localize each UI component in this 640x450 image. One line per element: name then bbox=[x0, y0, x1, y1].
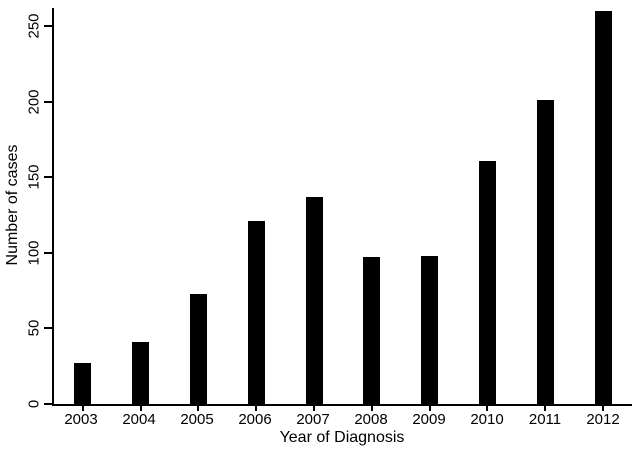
y-tick-label-text-150: 150 bbox=[25, 164, 43, 190]
x-tick-mark-2006 bbox=[255, 406, 258, 411]
y-tick-mark-200 bbox=[44, 100, 52, 103]
x-tick-mark-2008 bbox=[370, 406, 373, 411]
y-tick-label-text-200: 200 bbox=[25, 89, 43, 115]
bar-2006 bbox=[247, 221, 265, 404]
x-tick-mark-2011 bbox=[544, 406, 547, 411]
bar-slot-2003 bbox=[54, 8, 112, 411]
y-tick-label-text-0: 0 bbox=[25, 399, 43, 409]
x-tick-label-2006: 2006 bbox=[238, 411, 272, 428]
x-tick-label-2005: 2005 bbox=[180, 411, 214, 428]
y-axis-title-text: Number of cases bbox=[4, 144, 21, 266]
bar-2009 bbox=[421, 255, 439, 404]
x-tick-label-2008: 2008 bbox=[354, 411, 388, 428]
bar-slot-2009 bbox=[401, 8, 459, 411]
bar-slot-2010 bbox=[459, 8, 517, 411]
bar-2004 bbox=[132, 342, 150, 404]
bar-slot-2005 bbox=[170, 8, 228, 411]
bar-slot-2011 bbox=[516, 8, 574, 411]
bar-slot-2006 bbox=[227, 8, 285, 411]
x-axis-title: Year of Diagnosis bbox=[279, 429, 405, 446]
x-tick-mark-2012 bbox=[602, 406, 605, 411]
x-tick-label-2012: 2012 bbox=[586, 411, 620, 428]
bar-slot-2012 bbox=[574, 8, 632, 411]
x-tick-label-2004: 2004 bbox=[122, 411, 156, 428]
y-tick-label-text-50: 50 bbox=[25, 320, 43, 337]
plot-area: 0 50 100 150 200 250 bbox=[26, 8, 632, 411]
bar-2011 bbox=[536, 100, 554, 404]
x-tick-label-2010: 2010 bbox=[470, 411, 504, 428]
y-tick-mark-50 bbox=[44, 327, 52, 330]
y-tick-label-text-100: 100 bbox=[25, 240, 43, 266]
x-tick-mark-2005 bbox=[197, 406, 200, 411]
bar-slot-2007 bbox=[285, 8, 343, 411]
bar-2012 bbox=[594, 11, 612, 404]
bar-2007 bbox=[305, 196, 323, 404]
bar-2005 bbox=[189, 293, 207, 404]
bar-2010 bbox=[478, 160, 496, 404]
x-tick-mark-2007 bbox=[313, 406, 316, 411]
x-tick-label-2011: 2011 bbox=[528, 411, 562, 428]
x-tick-mark-2004 bbox=[139, 406, 142, 411]
y-tick-mark-0 bbox=[44, 403, 52, 405]
x-tick-mark-2009 bbox=[428, 406, 431, 411]
bar-2003 bbox=[74, 363, 92, 404]
x-tick-label-2003: 2003 bbox=[64, 411, 98, 428]
y-tick-mark-250 bbox=[44, 25, 52, 28]
x-tick-labels: 2003 2004 2005 2006 2007 2008 2009 2010 2011 2012 bbox=[52, 411, 632, 429]
x-tick-label-2007: 2007 bbox=[296, 411, 330, 428]
x-tick-mark-2003 bbox=[81, 406, 84, 411]
bar-slot-2008 bbox=[343, 8, 401, 411]
y-tick-label-text-250: 250 bbox=[25, 13, 43, 39]
bar-slot-2004 bbox=[112, 8, 170, 411]
x-tick-label-2009: 2009 bbox=[412, 411, 446, 428]
y-tick-mark-100 bbox=[44, 251, 52, 254]
y-tick-mark-150 bbox=[44, 176, 52, 179]
bar-2008 bbox=[363, 257, 381, 404]
x-tick-mark-2010 bbox=[486, 406, 489, 411]
